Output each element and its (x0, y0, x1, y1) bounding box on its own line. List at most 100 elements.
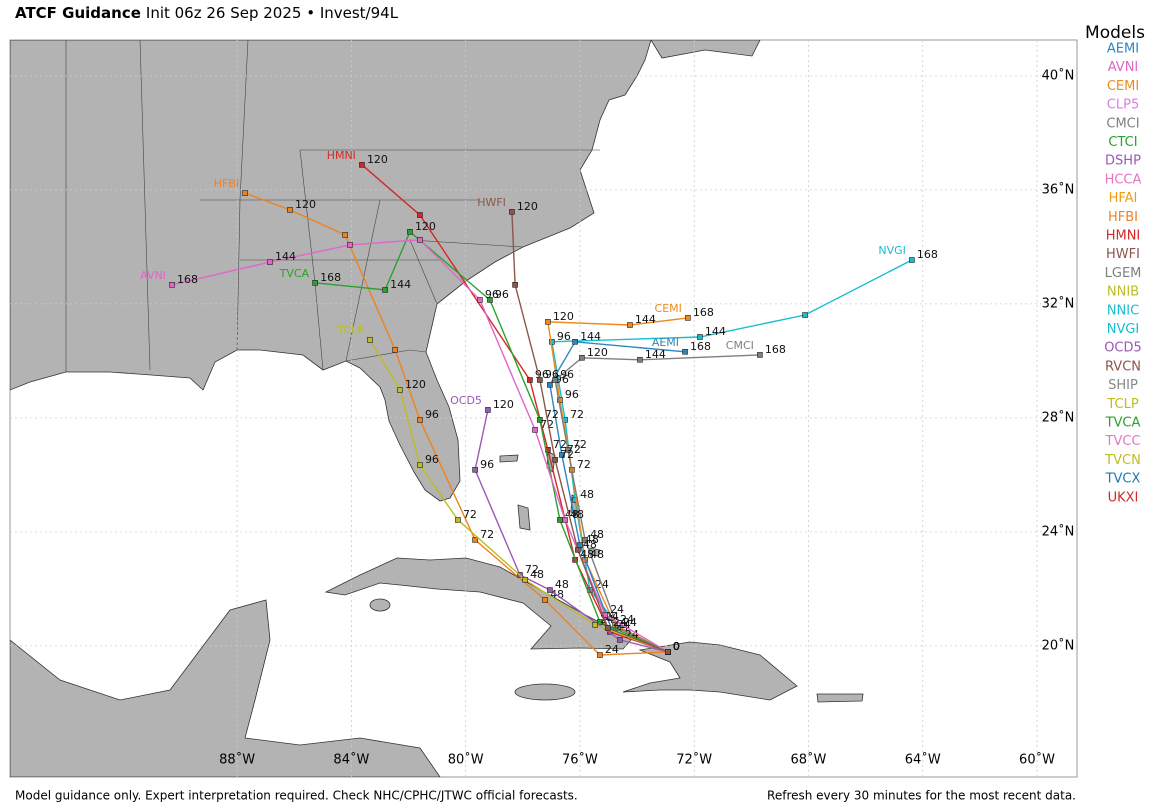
legend-entry: DSHP (1105, 154, 1141, 169)
hour-label: 96 (557, 330, 571, 343)
track-point (592, 622, 598, 628)
hour-label: 144 (705, 325, 726, 338)
track-point (242, 190, 248, 196)
track-point (487, 297, 493, 303)
lat-label: 40˚N (1042, 67, 1075, 83)
track-point (682, 348, 688, 355)
hour-label: 96 (485, 288, 499, 301)
hour-label: 72 (570, 408, 584, 421)
legend-entry: TVCN (1104, 453, 1141, 468)
track-point (359, 162, 365, 168)
track-point (605, 625, 611, 631)
track-line (315, 230, 669, 653)
hour-label: 168 (693, 306, 714, 319)
legend-entry: TVCA (1105, 416, 1141, 431)
track-point (472, 537, 478, 543)
track-point (802, 312, 808, 318)
legend-entry: HFAI (1109, 191, 1138, 206)
hour-label: 144 (275, 250, 296, 263)
hour-label: 96 (555, 373, 569, 386)
lat-label: 24˚N (1042, 523, 1075, 539)
hour-label: 24 (610, 603, 624, 616)
track-point (522, 576, 528, 583)
hour-label: 72 (480, 528, 494, 541)
legend-entry: TCLP (1106, 397, 1138, 412)
legend-entry: HWFI (1106, 247, 1140, 262)
land (10, 40, 864, 777)
hour-label: 120 (517, 200, 538, 213)
track-point (169, 282, 175, 288)
track-point (697, 334, 703, 340)
hour-label: 72 (573, 438, 587, 451)
track-name: HFBI (214, 177, 239, 190)
lon-label: 60˚W (1019, 752, 1055, 768)
hour-label: 96 (545, 368, 559, 381)
hour-label: 120 (493, 398, 514, 411)
track-point (545, 319, 551, 325)
legend-entry: HCCA (1105, 172, 1142, 187)
track-point (582, 537, 588, 543)
hour-label: 120 (587, 346, 608, 359)
track-point (597, 619, 603, 625)
track-point (577, 542, 583, 548)
track-name: CMCI (726, 339, 754, 352)
footer-right: Refresh every 30 minutes for the most re… (767, 789, 1076, 803)
hour-label: 0 (673, 640, 680, 653)
legend-entry: SHIP (1108, 378, 1138, 393)
hour-label: 48 (530, 568, 544, 581)
track-name: TCLP (336, 324, 364, 337)
track-point (267, 259, 273, 265)
track-point (537, 417, 543, 423)
legend-entry: NNIC (1107, 303, 1139, 318)
track-name: TVCA (279, 267, 310, 280)
legend-entry: UKXI (1108, 490, 1139, 505)
legend-entry: AVNI (1108, 60, 1139, 75)
hour-label: 168 (917, 248, 938, 261)
track-point (342, 232, 348, 238)
legend-title: Models (1085, 23, 1145, 43)
track-point (617, 637, 623, 643)
hour-label: 72 (560, 448, 574, 461)
track-point (579, 354, 585, 361)
subtitle: Init 06z 26 Sep 2025 • Invest/94L (146, 4, 399, 22)
track-point (392, 346, 398, 353)
hour-label: 24 (623, 616, 637, 629)
legend-entry: LGEM (1105, 266, 1142, 281)
central-america (10, 599, 441, 777)
hour-label: 0 (673, 640, 680, 653)
footer-left: Model guidance only. Expert interpretati… (15, 789, 578, 803)
hour-label: 144 (635, 313, 656, 326)
track-point (312, 280, 318, 286)
hour-label: 144 (645, 348, 666, 361)
legend-entry: HFBI (1108, 210, 1138, 225)
hour-label: 168 (690, 340, 711, 353)
hour-label: 48 (555, 578, 569, 591)
legend-entry: CLP5 (1107, 98, 1139, 113)
lon-label: 64˚W (905, 752, 941, 768)
track-point (565, 447, 571, 453)
lat-label: 20˚N (1042, 637, 1075, 653)
track-line (474, 409, 669, 653)
legend-entry: TVCX (1105, 472, 1141, 487)
track-name: AEMI (652, 336, 679, 349)
track-point (347, 242, 353, 248)
track-point (562, 517, 568, 523)
track-point (665, 649, 671, 655)
track-point (417, 236, 423, 243)
hour-label: 96 (425, 408, 439, 421)
legend-entry: TVCC (1105, 434, 1141, 449)
track-point (532, 427, 538, 433)
track-point (597, 652, 603, 658)
hour-label: 72 (545, 408, 559, 421)
track-point (557, 517, 563, 523)
hour-label: 48 (590, 548, 604, 561)
hour-label: 72 (525, 563, 539, 576)
track-point (572, 339, 578, 345)
hour-label: 0 (673, 640, 680, 653)
isla-juventud (369, 598, 391, 612)
hour-label: 0 (673, 640, 680, 653)
hour-label: 96 (495, 288, 509, 301)
hour-label: 48 (580, 488, 594, 501)
hour-label: 24 (605, 610, 619, 623)
